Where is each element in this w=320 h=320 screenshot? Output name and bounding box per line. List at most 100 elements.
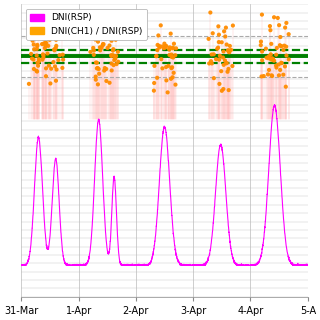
Point <box>95 65 100 70</box>
Point <box>157 45 162 50</box>
Point <box>173 82 178 87</box>
Point <box>100 30 105 35</box>
Point <box>57 52 62 58</box>
Point <box>32 47 37 52</box>
Point <box>225 69 230 74</box>
Point <box>154 53 159 59</box>
Point <box>165 90 170 95</box>
Point <box>268 57 274 62</box>
Point <box>169 54 174 60</box>
Point <box>51 60 56 65</box>
Point <box>282 64 287 69</box>
Point <box>30 38 35 43</box>
Point <box>40 52 45 57</box>
Point <box>227 44 232 49</box>
Point <box>278 35 283 40</box>
Point <box>155 48 160 53</box>
Point <box>264 55 269 60</box>
Point <box>261 74 266 79</box>
Point <box>276 73 282 78</box>
Point <box>274 65 279 70</box>
Point <box>95 39 100 44</box>
Point <box>35 44 40 49</box>
Point <box>41 53 46 58</box>
Point <box>274 45 279 51</box>
Point <box>169 52 174 57</box>
Point <box>36 57 41 62</box>
Point <box>35 42 40 47</box>
Point <box>220 55 226 60</box>
Point <box>60 22 65 27</box>
Point <box>266 54 271 59</box>
Point <box>103 36 108 41</box>
Point <box>228 47 234 52</box>
Point <box>99 45 104 51</box>
Point <box>266 56 271 61</box>
Point <box>284 53 289 58</box>
Point <box>167 46 172 52</box>
Point <box>224 60 229 66</box>
Point <box>111 53 116 58</box>
Point <box>101 42 106 47</box>
Point <box>211 76 216 81</box>
Point <box>45 51 50 56</box>
Point <box>109 53 114 59</box>
Point <box>216 32 221 37</box>
Point <box>35 69 40 74</box>
Point <box>88 49 93 54</box>
Point <box>158 23 163 28</box>
Point <box>34 46 39 52</box>
Point <box>270 56 276 61</box>
Point <box>210 31 215 36</box>
Point <box>283 25 288 30</box>
Point <box>221 62 226 68</box>
Point <box>116 59 121 64</box>
Legend: DNI(RSP), DNI(CH1) / DNI(RSP): DNI(RSP), DNI(CH1) / DNI(RSP) <box>26 9 147 40</box>
Point <box>41 55 46 60</box>
Point <box>224 42 229 47</box>
Point <box>93 74 98 79</box>
Point <box>271 15 276 20</box>
Point <box>173 52 178 58</box>
Point <box>279 44 284 49</box>
Point <box>114 53 119 59</box>
Point <box>48 81 53 86</box>
Point <box>215 45 220 50</box>
Point <box>96 67 101 72</box>
Point <box>32 35 37 40</box>
Point <box>107 80 112 85</box>
Point <box>167 45 172 50</box>
Point <box>114 61 119 67</box>
Point <box>34 53 39 58</box>
Point <box>152 80 157 85</box>
Point <box>279 60 284 65</box>
Point <box>265 72 270 77</box>
Point <box>33 32 38 37</box>
Point <box>54 43 59 48</box>
Point <box>168 31 173 36</box>
Point <box>111 62 116 68</box>
Point <box>105 45 110 51</box>
Point <box>213 57 219 62</box>
Point <box>52 47 57 52</box>
Point <box>219 88 224 93</box>
Point <box>259 39 264 44</box>
Point <box>37 33 42 38</box>
Point <box>113 56 118 61</box>
Point <box>269 41 274 46</box>
Point <box>53 78 59 83</box>
Point <box>47 32 52 37</box>
Point <box>215 46 220 51</box>
Point <box>230 23 236 28</box>
Point <box>53 37 59 42</box>
Point <box>28 51 34 56</box>
Point <box>208 59 213 64</box>
Point <box>115 49 120 54</box>
Point <box>160 44 165 49</box>
Point <box>274 63 279 68</box>
Point <box>160 66 165 71</box>
Point <box>275 15 280 20</box>
Point <box>171 70 176 76</box>
Point <box>109 61 114 66</box>
Point <box>259 74 264 79</box>
